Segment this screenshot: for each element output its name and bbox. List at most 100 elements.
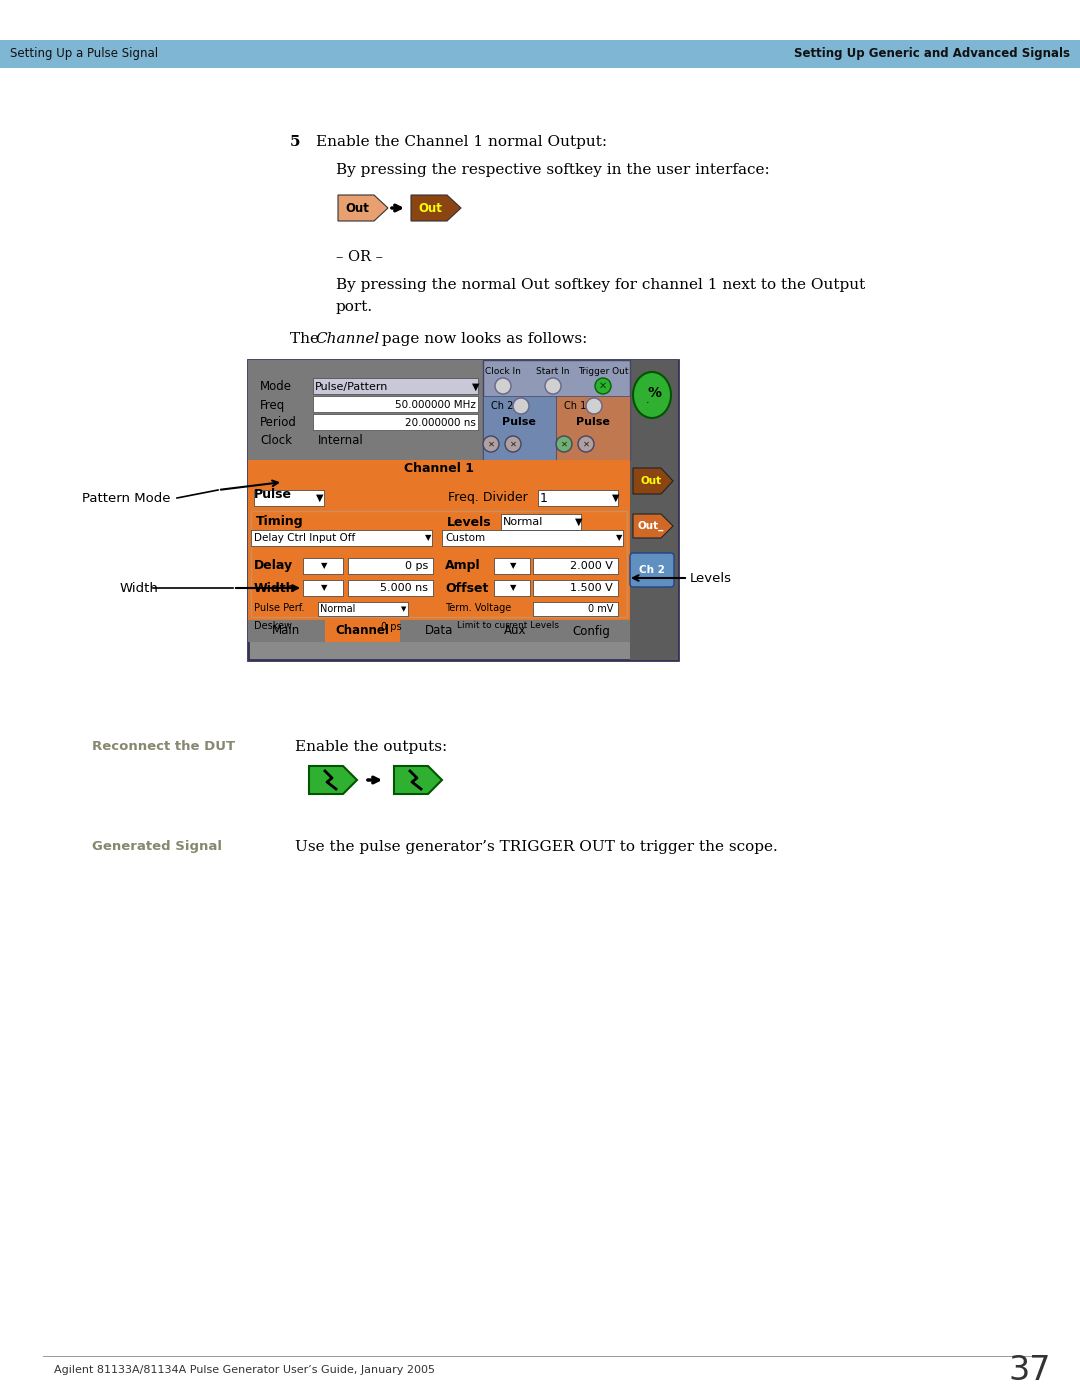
FancyBboxPatch shape [534,602,618,616]
Text: Channel: Channel [336,624,390,637]
FancyBboxPatch shape [248,620,630,643]
FancyBboxPatch shape [534,557,618,574]
FancyBboxPatch shape [538,490,618,506]
FancyBboxPatch shape [483,360,630,460]
Text: page now looks as follows:: page now looks as follows: [377,332,588,346]
FancyBboxPatch shape [402,620,476,643]
FancyBboxPatch shape [478,620,553,643]
FancyBboxPatch shape [630,553,674,587]
FancyBboxPatch shape [251,511,627,617]
Polygon shape [394,766,442,793]
Text: Ch 2: Ch 2 [639,564,665,576]
Text: Deskew: Deskew [254,622,292,631]
Text: Generated Signal: Generated Signal [92,840,222,854]
Text: Mode: Mode [260,380,292,394]
Text: 0 mV: 0 mV [588,604,613,615]
Text: Pulse Perf.: Pulse Perf. [254,604,305,613]
Text: ✕: ✕ [561,440,567,448]
Text: Config: Config [572,624,610,637]
FancyBboxPatch shape [249,620,323,643]
Text: ✕: ✕ [599,381,607,391]
FancyBboxPatch shape [555,620,629,643]
Text: Delay: Delay [254,560,293,573]
Text: Clock In: Clock In [485,367,521,377]
Text: ✕: ✕ [487,440,495,448]
Text: ▼: ▼ [616,534,622,542]
Text: Pulse: Pulse [576,416,610,427]
Polygon shape [633,468,673,495]
Text: Main: Main [272,624,300,637]
Text: 37: 37 [1009,1354,1051,1386]
Text: 5: 5 [291,136,300,149]
Text: The: The [291,332,324,346]
Text: 20.000000 ns: 20.000000 ns [405,418,476,427]
Text: ▼: ▼ [612,493,620,503]
Circle shape [513,398,529,414]
Polygon shape [411,196,461,221]
Circle shape [483,436,499,453]
Text: Period: Period [260,416,297,429]
Text: Setting Up Generic and Advanced Signals: Setting Up Generic and Advanced Signals [794,47,1070,60]
Circle shape [586,398,602,414]
Text: 50.000000 MHz: 50.000000 MHz [395,400,476,409]
Circle shape [495,379,511,394]
FancyBboxPatch shape [248,360,630,460]
FancyBboxPatch shape [318,620,408,634]
Text: ▼: ▼ [316,493,324,503]
Text: Offset: Offset [445,581,488,595]
FancyBboxPatch shape [325,620,400,643]
Text: Pulse: Pulse [502,416,536,427]
Text: 0 ps: 0 ps [381,622,402,631]
Ellipse shape [633,372,671,418]
FancyBboxPatch shape [494,580,530,597]
Circle shape [595,379,611,394]
Text: ▼: ▼ [426,534,432,542]
Text: 2.000 V: 2.000 V [570,562,613,571]
Text: Pattern Mode: Pattern Mode [82,492,171,504]
Text: Reconnect the DUT: Reconnect the DUT [92,740,235,753]
Text: Internal: Internal [318,434,364,447]
Polygon shape [309,766,357,793]
Text: Out: Out [346,201,369,215]
FancyBboxPatch shape [483,395,556,460]
Text: 0 ps: 0 ps [405,562,428,571]
Text: By pressing the respective softkey in the user interface:: By pressing the respective softkey in th… [336,163,770,177]
Text: ✕: ✕ [582,440,590,448]
FancyBboxPatch shape [445,624,454,633]
FancyBboxPatch shape [348,580,433,597]
Text: ▼: ▼ [510,562,516,570]
Text: Limit to current Levels: Limit to current Levels [457,622,559,630]
Text: Out_: Out_ [638,521,664,531]
FancyBboxPatch shape [248,360,678,659]
Text: %: % [647,386,661,400]
Text: ▼: ▼ [401,606,406,612]
Text: Custom: Custom [445,534,485,543]
Text: Ch 1: Ch 1 [564,401,586,411]
Text: Agilent 81133A/81134A Pulse Generator User’s Guide, January 2005: Agilent 81133A/81134A Pulse Generator Us… [54,1365,435,1375]
Text: Aux: Aux [504,624,527,637]
Text: ▼: ▼ [321,584,327,592]
FancyBboxPatch shape [501,514,581,529]
FancyBboxPatch shape [303,557,343,574]
Text: Freq: Freq [260,398,285,412]
Text: Setting Up a Pulse Signal: Setting Up a Pulse Signal [10,47,158,60]
Text: Term. Voltage: Term. Voltage [445,604,511,613]
FancyBboxPatch shape [556,395,630,460]
Text: Clock: Clock [260,434,292,447]
Text: Width: Width [120,581,159,595]
Text: – OR –: – OR – [336,250,383,264]
FancyBboxPatch shape [318,602,408,616]
FancyBboxPatch shape [630,360,678,659]
Text: Channel 1: Channel 1 [404,461,474,475]
Text: Ampl: Ampl [445,560,481,573]
Text: Data: Data [424,624,454,637]
Text: ▼: ▼ [472,381,480,393]
Text: 5.000 ns: 5.000 ns [380,583,428,592]
Text: ▼: ▼ [321,562,327,570]
FancyBboxPatch shape [254,490,324,506]
Text: Normal: Normal [503,517,543,527]
Text: .: . [646,395,650,405]
Text: Pulse: Pulse [254,488,292,500]
Text: Width: Width [254,581,296,595]
Text: Normal: Normal [320,604,355,615]
